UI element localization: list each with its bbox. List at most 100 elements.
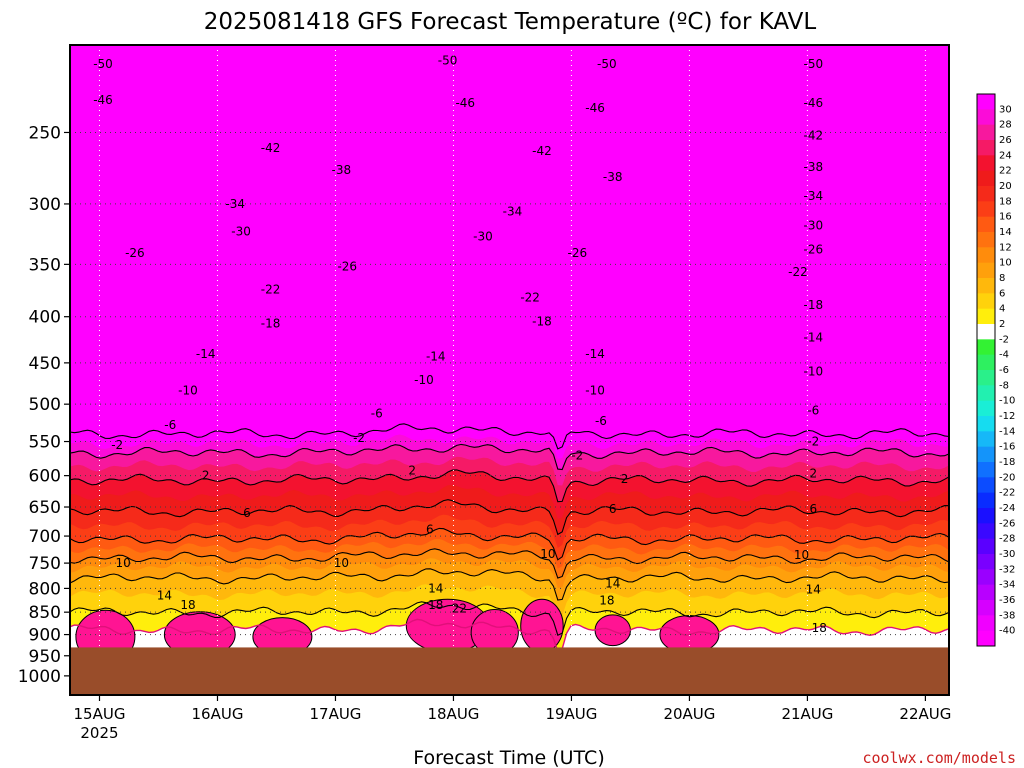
colorbar-label: 20 xyxy=(999,181,1012,192)
colorbar-swatch xyxy=(977,170,995,187)
colorbar-label: 16 xyxy=(999,212,1012,223)
contour-label: -50 xyxy=(93,57,113,71)
colorbar-label: -2 xyxy=(999,334,1009,345)
colorbar-swatch xyxy=(977,385,995,402)
colorbar-swatch xyxy=(977,339,995,356)
y-tick-label: 600 xyxy=(29,467,61,487)
contour-label: -22 xyxy=(788,265,808,279)
warm-blob xyxy=(520,598,564,653)
colorbar-label: -12 xyxy=(999,411,1015,422)
contour-label: -14 xyxy=(426,350,446,364)
contour-label: -38 xyxy=(804,160,824,174)
x-tick-label: 18AUG xyxy=(427,705,479,723)
contour-label: 14 xyxy=(428,581,443,595)
x-tick-label: 21AUG xyxy=(781,705,833,723)
y-tick-label: 550 xyxy=(29,433,61,453)
contour-label: -18 xyxy=(532,315,552,329)
contour-label: 18 xyxy=(180,598,195,612)
colorbar-swatch xyxy=(977,124,995,141)
colorbar-swatch xyxy=(977,109,995,126)
isotherm-line xyxy=(70,423,949,450)
colorbar-label: -10 xyxy=(999,396,1015,407)
colorbar-swatch xyxy=(977,308,995,325)
contour-label: 2 xyxy=(809,467,817,481)
contour-label: -10 xyxy=(804,364,824,378)
contour-label: -26 xyxy=(568,246,588,260)
colorbar-swatch xyxy=(977,416,995,432)
colorbar-swatch xyxy=(977,216,995,233)
colorbar-label: -34 xyxy=(999,580,1015,591)
isotherm-line xyxy=(70,568,949,601)
contour-label: -22 xyxy=(261,282,281,296)
colorbar-swatch xyxy=(977,232,995,248)
grid-lines xyxy=(70,45,949,695)
contour-label: -2 xyxy=(353,431,365,445)
y-tick-label: 700 xyxy=(29,527,61,547)
contour-label: 10 xyxy=(794,548,809,562)
x-axis-label: Forecast Time (UTC) xyxy=(413,747,604,768)
contour-label: 6 xyxy=(809,502,817,516)
contour-label: -26 xyxy=(125,246,145,260)
colorbar-frame xyxy=(976,93,996,647)
contour-label: 14 xyxy=(157,589,172,603)
colorbar-swatch xyxy=(977,400,995,417)
colorbar-swatch xyxy=(977,600,995,616)
colorbar-label: -4 xyxy=(999,350,1009,361)
x-tick-label: 19AUG xyxy=(545,705,597,723)
freezing-line xyxy=(70,618,949,654)
contour-label: 18 xyxy=(428,598,443,612)
x-axis: 15AUG 16AUG 17AUG 18AUG 19AUG 20AUG 21AUG 22AUG… xyxy=(74,695,951,742)
contour-label: -30 xyxy=(473,230,493,244)
ground-shading xyxy=(70,647,949,695)
colorbar-swatch xyxy=(977,523,995,540)
colorbar-label: 12 xyxy=(999,242,1012,253)
y-tick-label: 400 xyxy=(29,308,61,328)
contour-label: -50 xyxy=(438,53,458,67)
colorbar-label: 8 xyxy=(999,273,1005,284)
contour-label: 18 xyxy=(812,621,827,635)
colorbar-label: 14 xyxy=(999,227,1012,238)
colorbar-label: -26 xyxy=(999,518,1015,529)
colorbar-swatch xyxy=(977,370,995,386)
colorbar-label: 10 xyxy=(999,258,1012,269)
contour-label: 6 xyxy=(243,506,251,520)
y-tick-label: 1000 xyxy=(18,667,61,687)
colorbar-label: 24 xyxy=(999,150,1012,161)
contour-label: -42 xyxy=(261,141,281,155)
colorbar-swatch xyxy=(977,630,995,647)
contour-label: -34 xyxy=(503,205,523,219)
colorbar-label: 26 xyxy=(999,135,1012,146)
contour-label: -14 xyxy=(804,331,824,345)
contour-label: -14 xyxy=(585,347,605,361)
colorbar-swatch xyxy=(977,462,995,478)
colorbar-swatch xyxy=(977,262,995,279)
colorbar-label: -36 xyxy=(999,595,1015,606)
credit-text: coolwx.com/models xyxy=(862,749,1016,767)
x-tick-label: 16AUG xyxy=(192,705,244,723)
colorbar-swatch xyxy=(977,155,995,172)
colorbar-swatch xyxy=(977,201,995,218)
contour-label: 2 xyxy=(202,469,210,483)
contour-label: 14 xyxy=(605,576,620,590)
x-tick-label: 17AUG xyxy=(309,705,361,723)
colorbar-swatch xyxy=(977,492,995,509)
x-year-label: 2025 xyxy=(80,724,118,742)
contour-label: -38 xyxy=(332,163,352,177)
contour-label: -34 xyxy=(804,189,824,203)
isotherm-line xyxy=(70,527,949,561)
contour-label: -26 xyxy=(804,243,824,257)
isotherm-line xyxy=(70,469,949,503)
contour-label: 10 xyxy=(540,547,555,561)
contour-label: -46 xyxy=(455,96,475,110)
y-tick-label: 800 xyxy=(29,579,61,599)
contour-label: -10 xyxy=(414,373,434,387)
contour-label: -2 xyxy=(111,438,123,452)
y-tick-label: 850 xyxy=(29,603,61,623)
contour-label: -6 xyxy=(164,418,176,432)
colorbar-swatch xyxy=(977,569,995,586)
colorbar-label: 2 xyxy=(999,319,1005,330)
y-tick-label: 950 xyxy=(29,647,61,667)
y-tick-label: 650 xyxy=(29,498,61,518)
colorbar-label: -24 xyxy=(999,503,1015,514)
colorbar-label: 6 xyxy=(999,288,1005,299)
